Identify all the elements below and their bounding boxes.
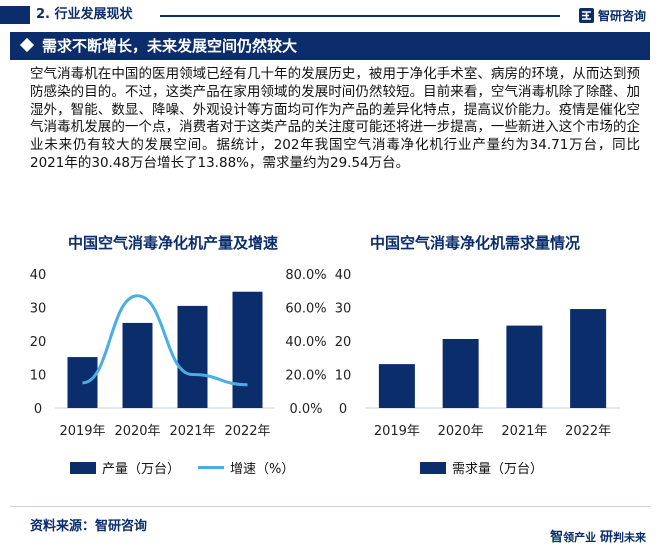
chart1-legend-production: 产量（万台） <box>70 458 180 477</box>
legend-label: 增速（%） <box>230 462 295 477</box>
y-left-tick-label: 30 <box>30 302 47 317</box>
section-label: 2. 行业发展现状 <box>36 7 133 22</box>
y-left-tick-label: 20 <box>30 335 47 350</box>
x-tick-label: 2020年 <box>114 424 160 439</box>
demand-chart: 0 10 20 30 40 2019年 2020年 2021年 2022年 <box>335 268 620 439</box>
brand-name: 智研咨询 <box>597 8 646 23</box>
chart1-title: 中国空气消毒净化机产量及增速 <box>68 234 279 252</box>
diamond-icon <box>19 37 35 53</box>
y-right-tick-label: 0.0% <box>289 402 322 417</box>
y-tick-label: 0 <box>339 402 347 417</box>
y-right-tick-label: 20.0% <box>285 369 326 384</box>
y-left-tick-label: 10 <box>30 369 47 384</box>
demand-bar <box>506 325 543 408</box>
chart1-legend-growth: 增速（%） <box>198 458 294 477</box>
y-tick-label: 40 <box>335 268 352 283</box>
footer-rule <box>10 506 650 507</box>
production-growth-chart: 0 10 20 30 40 0.0% 20.0% 40.0% 60.0% 80.0% 2019年… <box>30 268 327 439</box>
demand-bar <box>442 338 479 408</box>
y-right-tick-label: 80.0% <box>285 268 326 283</box>
demand-bar <box>378 364 415 408</box>
production-bar <box>232 291 263 408</box>
chart2-legend-demand: 需求量（万台） <box>420 458 543 477</box>
x-tick-label: 2021年 <box>169 424 215 439</box>
y-right-tick-label: 60.0% <box>285 302 326 317</box>
x-tick-label: 2022年 <box>565 424 611 439</box>
legend-swatch-bar <box>70 461 96 474</box>
banner-title: 需求不断增长，未来发展空间仍然较大 <box>42 37 298 55</box>
y-tick-label: 20 <box>335 335 352 350</box>
legend-label: 需求量（万台） <box>452 462 544 477</box>
x-tick-label: 2020年 <box>438 424 484 439</box>
brand-logo: 智研咨询 <box>578 6 646 24</box>
x-tick-label: 2022年 <box>224 424 270 439</box>
x-tick-label: 2021年 <box>501 424 547 439</box>
y-left-tick-label: 40 <box>30 268 47 283</box>
production-bar <box>177 305 208 408</box>
legend-swatch-line <box>198 466 224 469</box>
footer-slogan: 智领产业 研判未来 <box>550 530 646 545</box>
production-bar <box>122 322 153 408</box>
legend-label: 产量（万台） <box>102 462 181 477</box>
body-paragraph: 空气消毒机在中国的医用领域已经有几十年的发展历史，被用于净化手术室、病房的环境，… <box>30 66 640 171</box>
growth-rate-line <box>82 294 248 387</box>
source-note: 资料来源：智研咨询 <box>30 519 148 534</box>
top-bar: 2. 行业发展现状 智研咨询 <box>0 0 660 30</box>
demand-bar <box>570 309 607 408</box>
legend-swatch-bar <box>420 461 446 474</box>
header-rule <box>160 15 560 17</box>
chart2-title: 中国空气消毒净化机需求量情况 <box>370 234 581 252</box>
y-tick-label: 10 <box>335 369 352 384</box>
x-tick-label: 2019年 <box>59 424 105 439</box>
section-banner: 需求不断增长，未来发展空间仍然较大 <box>10 32 650 60</box>
y-tick-label: 30 <box>335 302 352 317</box>
x-tick-label: 2019年 <box>374 424 420 439</box>
section-tab-mark <box>0 6 30 24</box>
brand-logo-icon <box>578 7 594 23</box>
y-left-tick-label: 0 <box>34 402 42 417</box>
y-right-tick-label: 40.0% <box>285 335 326 350</box>
